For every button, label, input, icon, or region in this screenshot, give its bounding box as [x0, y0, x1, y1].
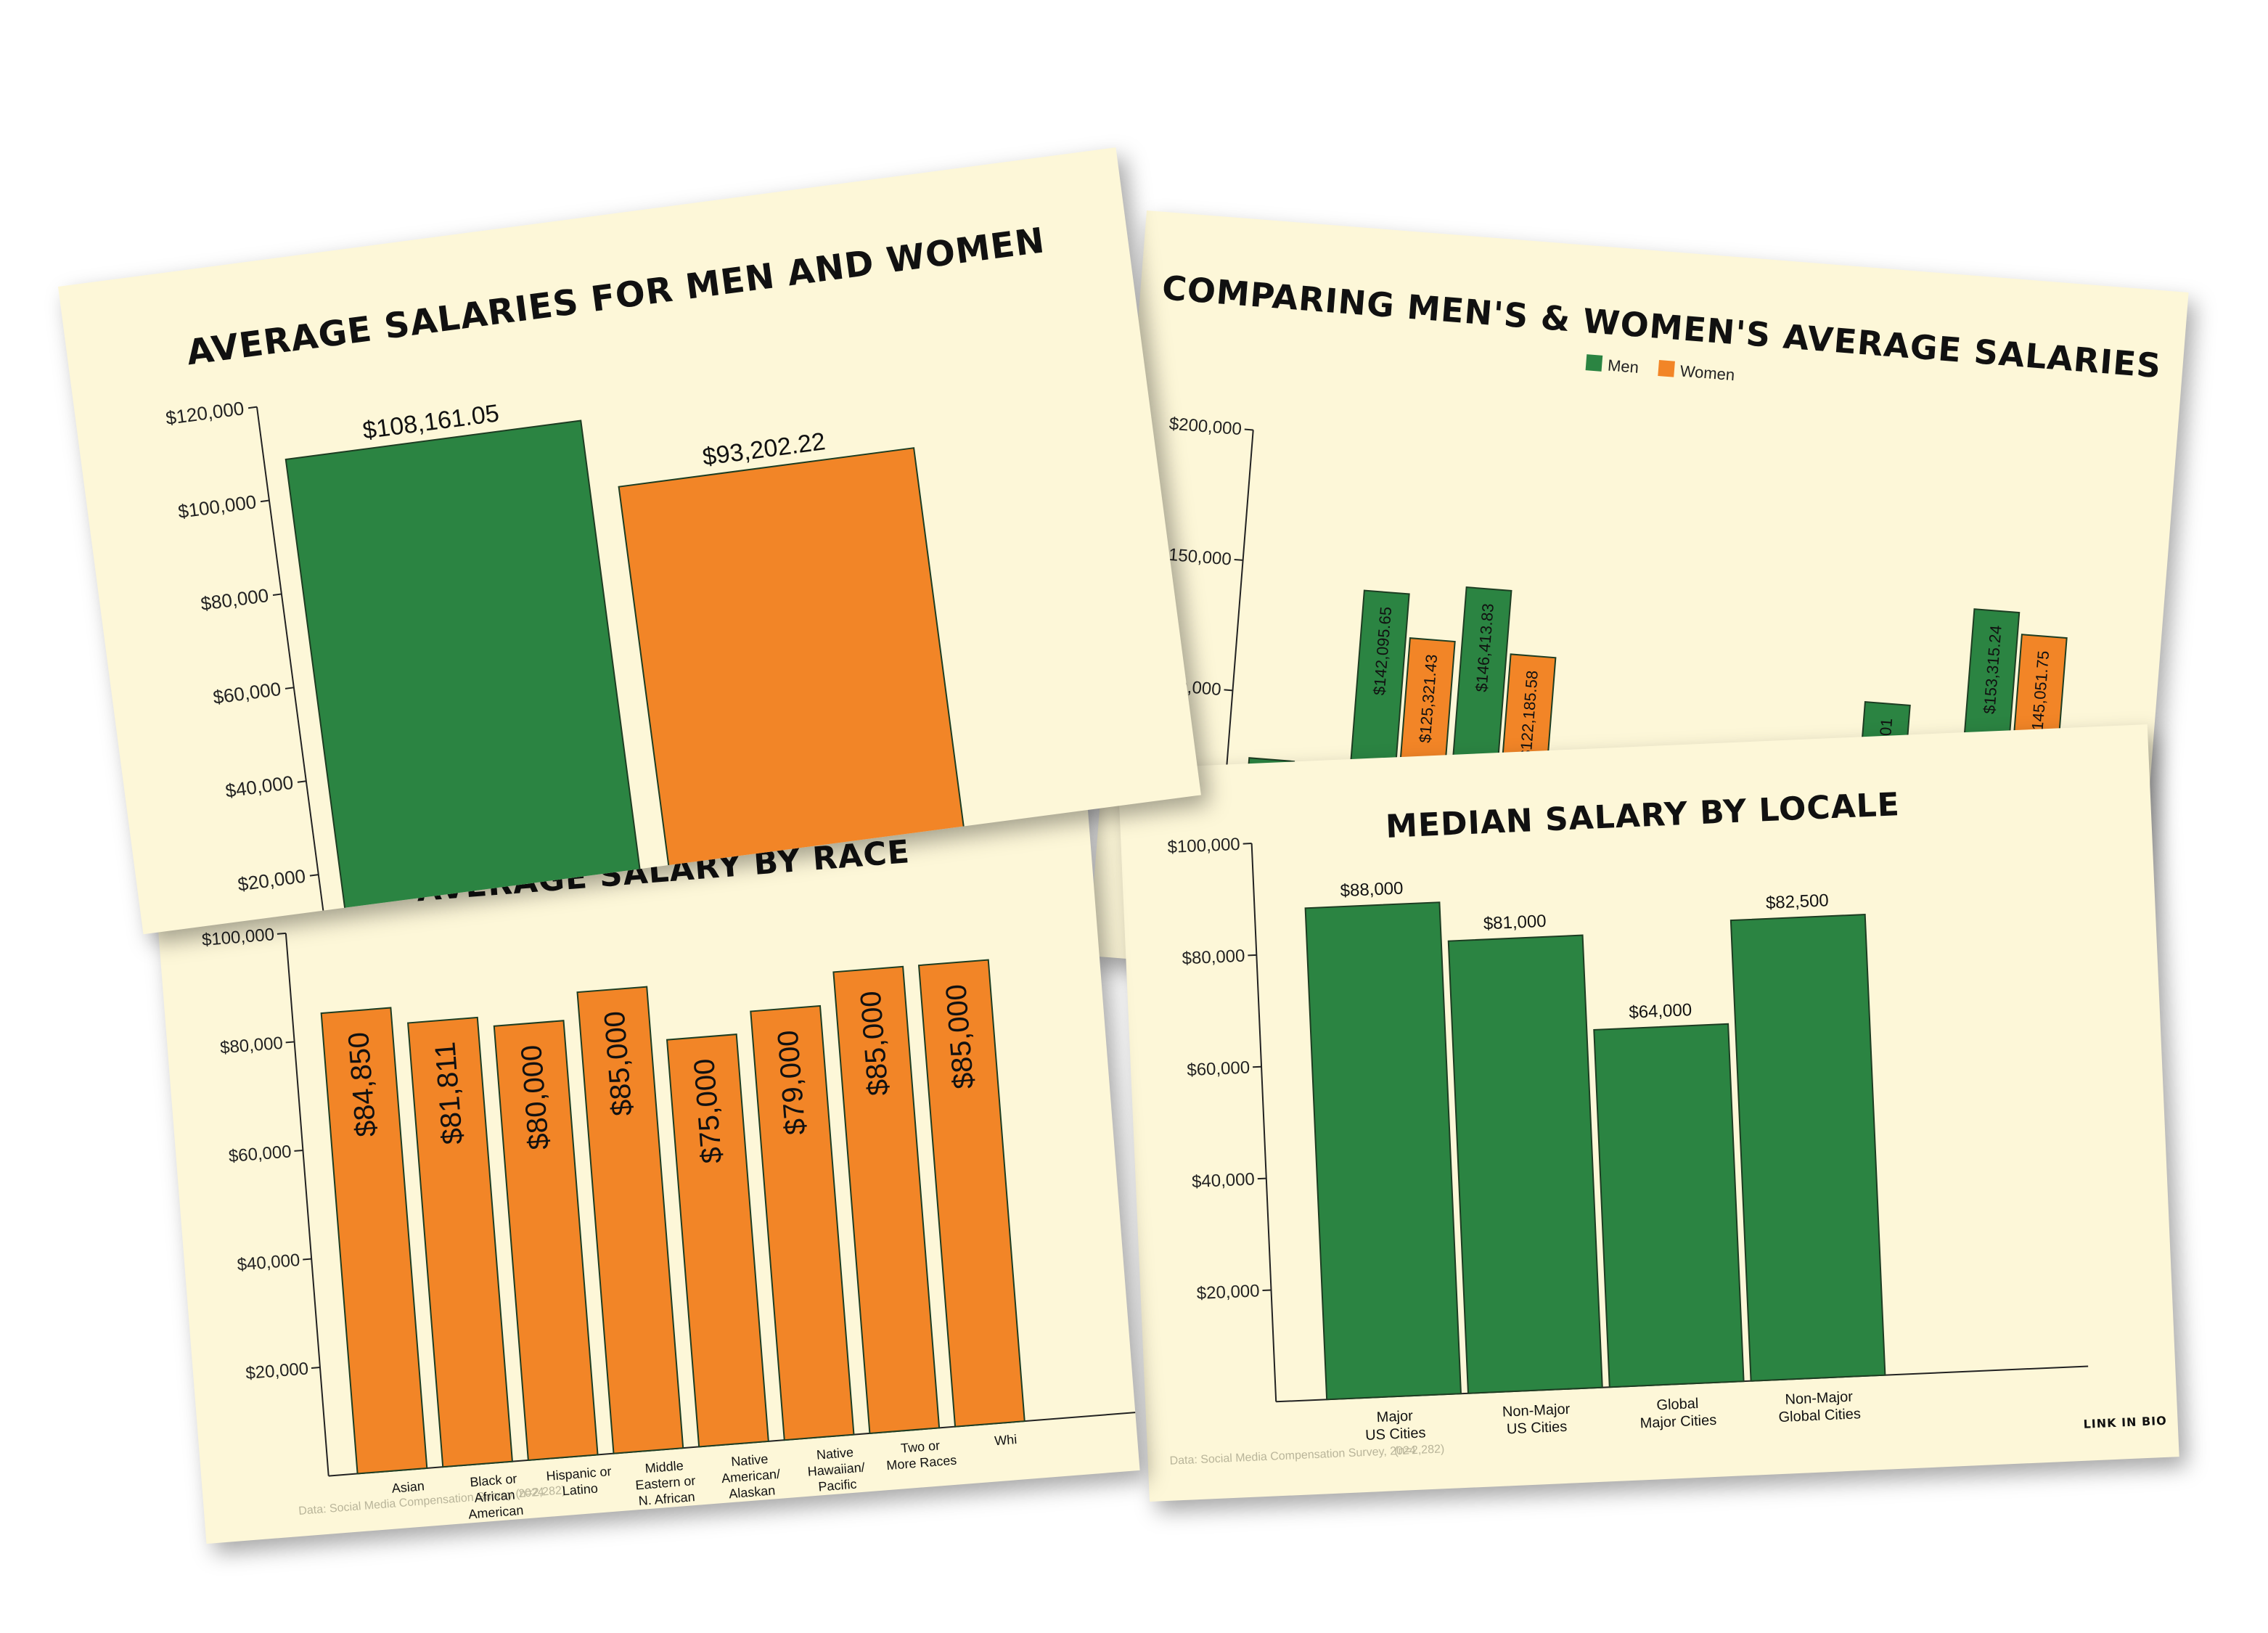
- legend-label-women: Women: [1679, 361, 1735, 384]
- y-tick-mark: [303, 1258, 312, 1261]
- y-tick-label: $40,000: [224, 772, 295, 802]
- bar-locale: [1447, 934, 1603, 1394]
- x-category-label: Two or: [900, 1438, 940, 1455]
- x-category-label: Middle: [644, 1458, 684, 1476]
- y-tick-label: $20,000: [237, 865, 307, 896]
- y-tick-mark: [260, 499, 270, 503]
- bar-race: [407, 1016, 514, 1468]
- bar-value-label: $82,500: [1765, 891, 1829, 913]
- y-axis-line: [255, 406, 324, 911]
- x-category-label: Non-Major: [1502, 1401, 1571, 1420]
- card-median-locale: MEDIAN SALARY BY LOCALE Data: Social Med…: [1118, 724, 2179, 1502]
- x-category-label: Whi: [994, 1432, 1017, 1448]
- y-tick-mark: [277, 932, 286, 935]
- y-tick-label: $60,000: [228, 1142, 292, 1166]
- x-category-label: Native: [731, 1452, 769, 1469]
- y-tick-mark: [309, 874, 319, 877]
- bar-men: [284, 419, 646, 935]
- y-tick-label: $20,000: [245, 1359, 309, 1383]
- x-category-label: N. African: [638, 1489, 695, 1508]
- x-category-label: Global Cities: [1778, 1406, 1861, 1425]
- bar-locale: [1729, 913, 1886, 1382]
- y-tick-label: $80,000: [219, 1034, 284, 1058]
- bar-value-label: $81,000: [1483, 912, 1547, 934]
- bar-race: [832, 965, 941, 1434]
- chart-men-women: AVERAGE SALARIES FOR MEN AND WOMEN $120,…: [165, 220, 1047, 935]
- chart-title: AVERAGE SALARIES FOR MEN AND WOMEN: [184, 220, 1047, 373]
- x-category-label: Alaskan: [729, 1483, 776, 1501]
- bar-locale: [1304, 901, 1462, 1401]
- y-tick-mark: [285, 1041, 295, 1044]
- source-note: Data: Social Media Compensation Survey, …: [1169, 1444, 1416, 1468]
- y-tick-mark: [272, 593, 282, 596]
- sample-note: (n=2,282): [1394, 1443, 1445, 1457]
- bar-race: [917, 959, 1025, 1428]
- x-category-label: Asian: [391, 1478, 425, 1495]
- y-tick-mark: [284, 687, 295, 689]
- y-tick-label: $200,000: [1168, 414, 1243, 439]
- x-category-label: Native: [734, 1499, 772, 1517]
- y-tick-mark: [1253, 1065, 1262, 1068]
- x-category-label: Native: [816, 1445, 853, 1462]
- x-category-label: More Races: [886, 1453, 957, 1473]
- y-tick-label: $60,000: [212, 678, 282, 708]
- x-category-label: Major: [1376, 1408, 1413, 1425]
- y-tick-mark: [297, 780, 306, 783]
- legend-swatch-women: [1658, 360, 1675, 377]
- y-tick-label: $80,000: [1182, 946, 1245, 969]
- card-men-women: AVERAGE SALARIES FOR MEN AND WOMEN $120,…: [58, 147, 1201, 935]
- x-category-label: Hawaiian/: [807, 1460, 865, 1479]
- x-category-label: Hispanic or: [546, 1464, 612, 1483]
- y-axis-line: [1250, 843, 1277, 1402]
- x-category-label: US Cities: [1507, 1419, 1568, 1438]
- y-tick-label: $100,000: [201, 925, 275, 950]
- bar-value-label: $88,000: [1340, 878, 1404, 901]
- y-tick-mark: [1243, 843, 1252, 845]
- y-tick-label: $40,000: [237, 1251, 301, 1275]
- x-category-label: Pacific: [818, 1477, 857, 1494]
- chart-title: MEDIAN SALARY BY LOCALE: [1385, 786, 1901, 846]
- y-axis-line: [284, 933, 329, 1476]
- y-tick-mark: [294, 1149, 303, 1152]
- sample-note: (n=2,282): [515, 1484, 566, 1500]
- y-tick-label: $100,000: [1167, 835, 1240, 857]
- x-category-label: Black or: [470, 1471, 517, 1489]
- x-category-label: Major Cities: [1639, 1412, 1716, 1432]
- bar-race: [666, 1034, 769, 1448]
- chart-median-locale: MEDIAN SALARY BY LOCALE Data: Social Med…: [1167, 786, 2167, 1468]
- bar-race: [750, 1004, 855, 1441]
- y-tick-mark: [1224, 689, 1233, 692]
- x-category-label: Non-Major: [1785, 1389, 1854, 1408]
- x-category-label: Latino: [562, 1481, 598, 1499]
- y-tick-mark: [1248, 954, 1257, 957]
- x-category-label: African: [474, 1488, 515, 1505]
- y-tick-mark: [247, 406, 258, 409]
- bar-locale: [1593, 1023, 1745, 1388]
- y-tick-label: $100,000: [176, 491, 257, 523]
- x-category-label: American: [468, 1503, 524, 1522]
- y-tick-label: $60,000: [1187, 1057, 1250, 1080]
- bar-race: [576, 986, 684, 1454]
- legend-swatch-men: [1585, 354, 1603, 372]
- x-category-label: Islander: [815, 1492, 862, 1510]
- y-tick-label: $40,000: [1192, 1169, 1256, 1192]
- y-tick-label: $80,000: [200, 584, 270, 615]
- legend-label-men: Men: [1607, 356, 1639, 377]
- y-tick-mark: [311, 1367, 321, 1369]
- x-category-label: US Cities: [1365, 1425, 1426, 1444]
- bar-race: [493, 1020, 599, 1462]
- bar-race: [320, 1007, 428, 1475]
- y-tick-label: $120,000: [165, 397, 245, 429]
- x-category-label: Global: [1656, 1396, 1699, 1414]
- y-tick-label: $20,000: [1196, 1281, 1260, 1303]
- brand-logo: LINK IN BIO: [2083, 1414, 2167, 1431]
- bar-value-label: $64,000: [1629, 1000, 1692, 1023]
